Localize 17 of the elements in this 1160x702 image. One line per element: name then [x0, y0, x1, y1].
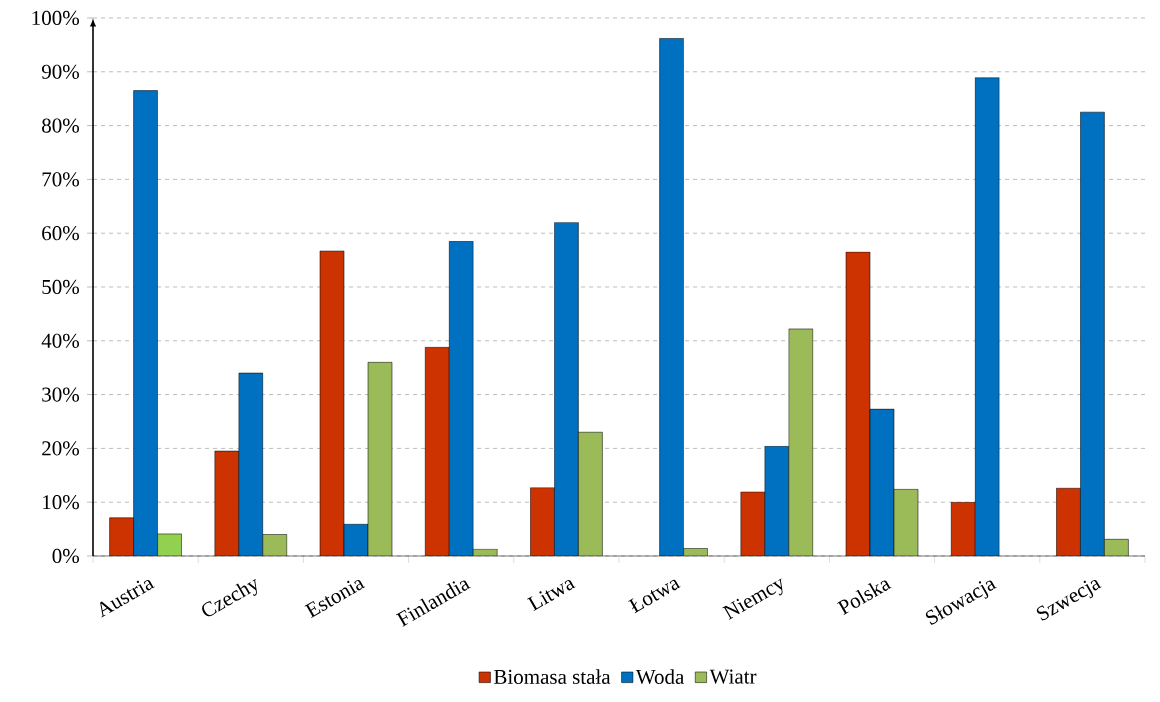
- y-tick-label: 90%: [41, 64, 80, 79]
- x-tick-label: Łotwa: [628, 579, 681, 614]
- y-tick-label: 50%: [42, 279, 80, 295]
- y-tick-label: 30%: [42, 387, 80, 402]
- legend-label: Biomasa stała: [494, 669, 611, 684]
- y-tick-label: 10%: [43, 495, 80, 510]
- x-tick-label: Polska: [836, 580, 892, 616]
- y-tick-label: 60%: [42, 226, 80, 241]
- x-tick-label: Litwa: [527, 579, 576, 611]
- y-tick-label: 100%: [32, 10, 80, 26]
- y-tick-label: 0%: [52, 548, 80, 564]
- legend-label: Wiatr: [709, 669, 757, 684]
- y-tick-label: 40%: [41, 333, 80, 348]
- y-tick-label: 20%: [42, 441, 80, 456]
- y-tick-label: 70%: [42, 172, 80, 187]
- y-tick-label: 80%: [42, 118, 80, 133]
- legend-label: Woda: [635, 669, 685, 685]
